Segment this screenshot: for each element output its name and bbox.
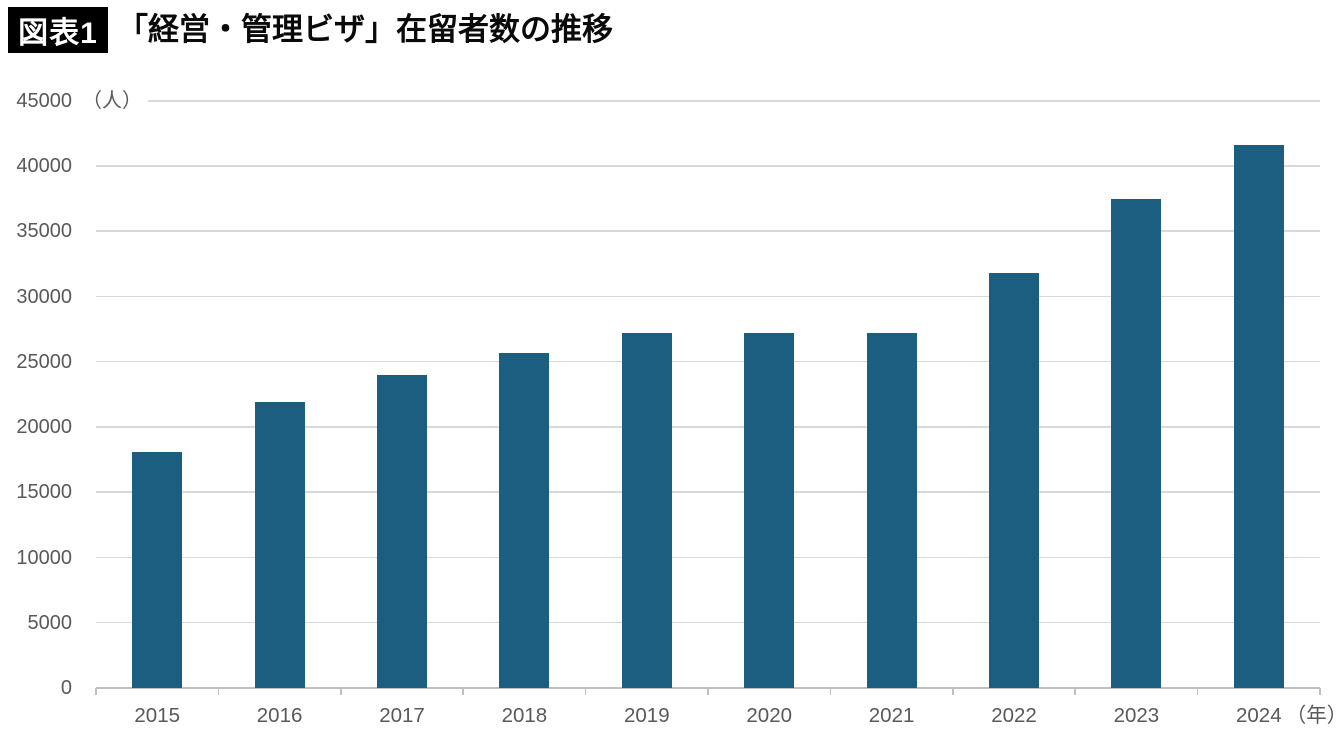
y-axis-tick-label: 45000 bbox=[16, 90, 72, 112]
bar-2018 bbox=[499, 352, 550, 688]
y-axis-unit-label: （人） bbox=[80, 88, 148, 114]
x-axis-tick bbox=[340, 688, 342, 695]
gridline bbox=[96, 295, 1320, 298]
x-axis-tick-label: 2020 bbox=[746, 704, 792, 727]
x-axis-tick bbox=[462, 688, 464, 695]
x-axis-tick-label: 2024（年） bbox=[1198, 703, 1340, 729]
bar-2021 bbox=[866, 333, 917, 688]
x-axis-tick bbox=[1319, 688, 1321, 695]
figure-number-badge: 図表1 bbox=[8, 7, 108, 53]
figure-header: 図表1 「経営・管理ビザ」在留者数の推移 bbox=[8, 7, 613, 53]
y-axis-tick-label: 40000 bbox=[16, 155, 72, 178]
y-axis-tick-label: 5000 bbox=[27, 611, 73, 634]
bar-2019 bbox=[621, 333, 672, 688]
x-axis-tick-label: 2018 bbox=[501, 704, 548, 727]
y-axis-tick-label: 25000 bbox=[16, 350, 72, 373]
bar-2020 bbox=[744, 333, 795, 688]
gridline bbox=[96, 491, 1320, 493]
gridline bbox=[96, 426, 1320, 428]
x-axis-tick-label: 2015 bbox=[134, 704, 180, 727]
x-axis-unit-label: （年） bbox=[1285, 704, 1340, 727]
y-axis-tick-label: 15000 bbox=[16, 481, 72, 504]
y-axis-tick-label: 30000 bbox=[16, 285, 72, 308]
x-axis-tick bbox=[95, 688, 97, 695]
figure-title: 「経営・管理ビザ」在留者数の推移 bbox=[117, 12, 613, 47]
bar-2022 bbox=[989, 273, 1039, 688]
gridline bbox=[96, 360, 1320, 363]
x-axis-tick-label: 2017 bbox=[379, 704, 425, 727]
y-axis-tick-label: 35000 bbox=[16, 220, 72, 243]
y-axis-tick-label: 0 bbox=[60, 677, 72, 699]
x-axis-tick-label: 2023 bbox=[1113, 704, 1160, 727]
bar-2023 bbox=[1111, 198, 1162, 688]
y-axis-tick-label: 20000 bbox=[16, 416, 72, 439]
bar-2015 bbox=[132, 451, 183, 688]
x-axis-tick bbox=[952, 688, 954, 695]
bar-2017 bbox=[377, 374, 427, 688]
x-axis-tick-label: 2021 bbox=[868, 704, 915, 727]
x-axis-tick bbox=[1196, 688, 1199, 695]
bar-2016 bbox=[254, 402, 305, 688]
x-axis-tick bbox=[707, 688, 709, 695]
x-axis-tick bbox=[584, 688, 587, 695]
x-axis-tick bbox=[1074, 688, 1076, 695]
bar-2024 bbox=[1233, 145, 1284, 688]
gridline bbox=[96, 230, 1320, 233]
y-axis-tick-label: 10000 bbox=[16, 546, 72, 569]
x-axis-tick bbox=[217, 688, 220, 695]
x-axis-tick-label: 2022 bbox=[991, 704, 1037, 727]
gridline bbox=[96, 100, 1320, 102]
gridline bbox=[96, 165, 1320, 167]
x-axis-tick bbox=[829, 688, 832, 695]
gridline bbox=[96, 556, 1320, 559]
x-axis-tick-label: 2016 bbox=[256, 704, 303, 727]
gridline bbox=[96, 621, 1320, 624]
x-axis-tick-label: 2019 bbox=[623, 704, 670, 727]
